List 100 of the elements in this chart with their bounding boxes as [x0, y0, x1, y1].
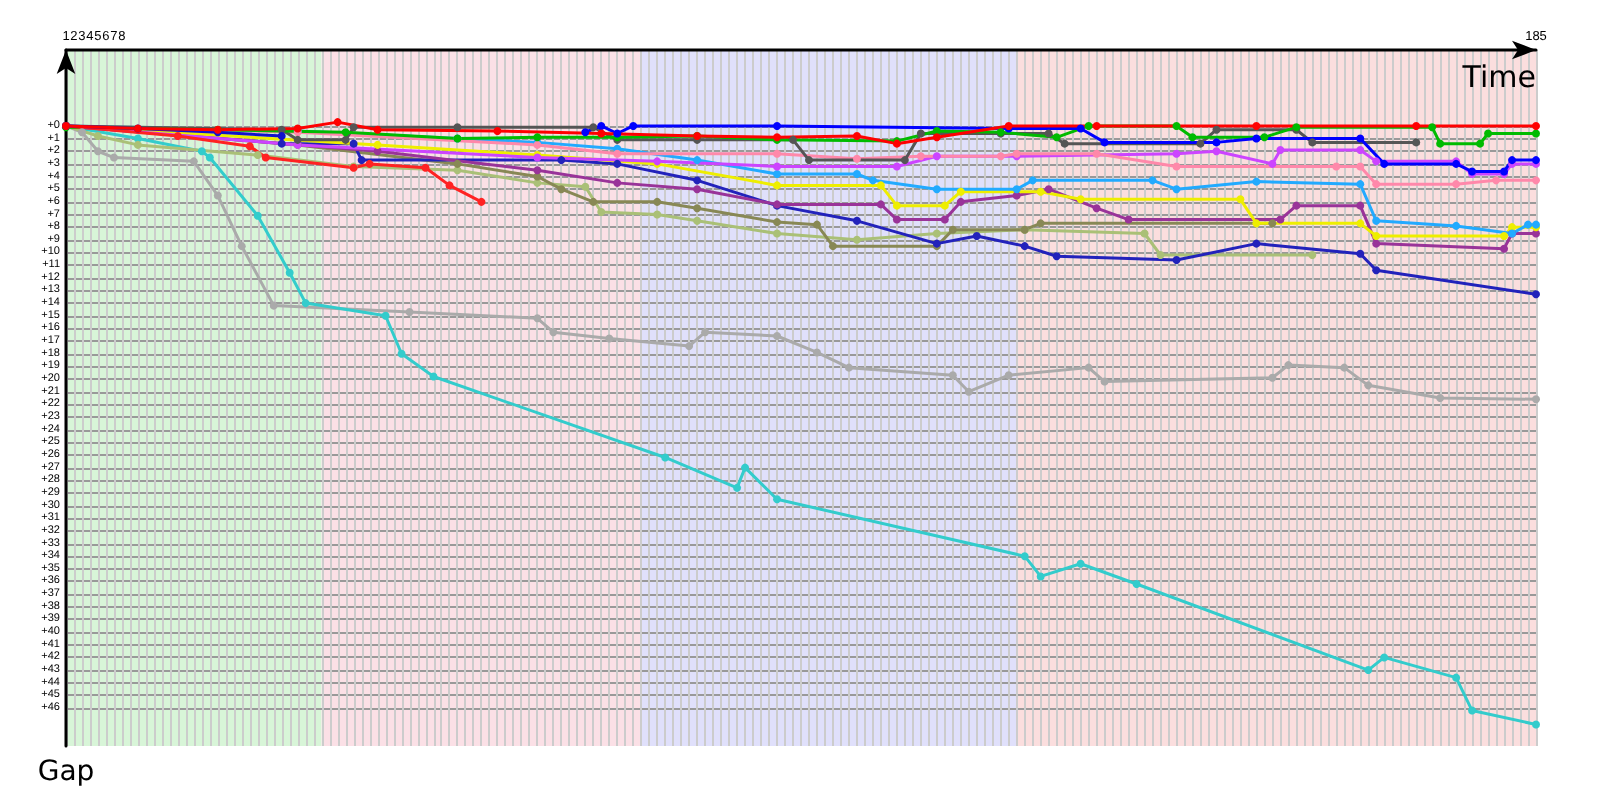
point: [1028, 176, 1037, 185]
point: [589, 123, 598, 132]
point: [1364, 666, 1373, 675]
point: [1100, 138, 1109, 147]
point: [892, 201, 901, 210]
point: [1172, 162, 1181, 171]
point: [972, 232, 981, 241]
point: [301, 299, 310, 308]
point: [341, 135, 350, 144]
point: [1012, 185, 1021, 194]
point: [189, 157, 198, 166]
point: [996, 152, 1005, 161]
point: [773, 495, 782, 504]
point: [733, 483, 742, 492]
point: [1308, 138, 1317, 147]
point: [1532, 395, 1540, 404]
point: [581, 182, 590, 191]
point: [932, 152, 941, 161]
point: [77, 128, 86, 137]
point: [868, 176, 877, 185]
point: [812, 220, 821, 229]
point: [789, 135, 798, 144]
point: [1476, 139, 1485, 148]
point: [293, 135, 302, 144]
point: [940, 215, 949, 224]
point: [405, 307, 414, 316]
point: [773, 149, 782, 158]
point: [613, 149, 622, 158]
point: [852, 216, 861, 225]
point: [1524, 220, 1533, 229]
point: [1380, 159, 1389, 168]
point: [373, 140, 382, 149]
point: [597, 129, 606, 138]
point: [940, 201, 949, 210]
point: [1212, 125, 1221, 134]
point: [1372, 232, 1381, 241]
point: [1356, 180, 1365, 189]
point: [948, 371, 957, 380]
point: [349, 123, 358, 132]
point: [1356, 249, 1365, 258]
point: [1196, 139, 1205, 148]
point: [741, 463, 750, 472]
point: [964, 387, 973, 396]
point: [589, 197, 598, 206]
point: [932, 229, 941, 238]
point: [253, 211, 262, 220]
point: [93, 132, 102, 141]
point: [1236, 195, 1245, 204]
point: [805, 156, 813, 165]
point: [956, 187, 965, 196]
point: [1076, 559, 1085, 568]
point: [1372, 157, 1381, 166]
point: [956, 197, 965, 206]
point: [605, 334, 614, 343]
point: [1092, 204, 1101, 213]
point: [773, 181, 782, 190]
point: [1044, 185, 1053, 194]
point: [1252, 121, 1261, 130]
point: [373, 125, 382, 134]
point: [1260, 133, 1269, 142]
point: [549, 328, 558, 337]
point: [1468, 706, 1477, 715]
point: [357, 156, 366, 165]
point: [1252, 134, 1261, 143]
point: [1532, 290, 1540, 299]
point: [773, 170, 782, 179]
point: [597, 121, 606, 130]
y-axis-title: Gap: [37, 756, 95, 788]
point: [533, 314, 542, 323]
point: [1380, 653, 1389, 662]
point: [285, 268, 294, 277]
point: [1252, 239, 1261, 248]
point: [1308, 251, 1317, 259]
point: [948, 225, 957, 234]
point: [173, 132, 182, 141]
point: [852, 170, 861, 179]
point: [1100, 377, 1109, 386]
point: [1004, 371, 1013, 380]
point: [685, 342, 694, 351]
point: [1268, 159, 1277, 168]
point: [1036, 187, 1045, 196]
point: [1532, 720, 1540, 729]
point: [277, 139, 286, 148]
point: [1364, 381, 1373, 390]
point: [453, 159, 462, 168]
point: [1172, 121, 1181, 130]
x-axis-title: Time: [1460, 59, 1536, 95]
point: [1356, 134, 1365, 143]
point: [693, 176, 702, 185]
point: [844, 363, 853, 372]
point: [557, 156, 566, 165]
point: [1156, 251, 1165, 259]
point: [365, 159, 374, 168]
point: [1188, 133, 1197, 142]
point: [245, 142, 254, 151]
point: [133, 140, 142, 149]
point: [1060, 139, 1069, 148]
point: [477, 197, 486, 206]
point: [1148, 176, 1157, 185]
point: [533, 166, 542, 175]
